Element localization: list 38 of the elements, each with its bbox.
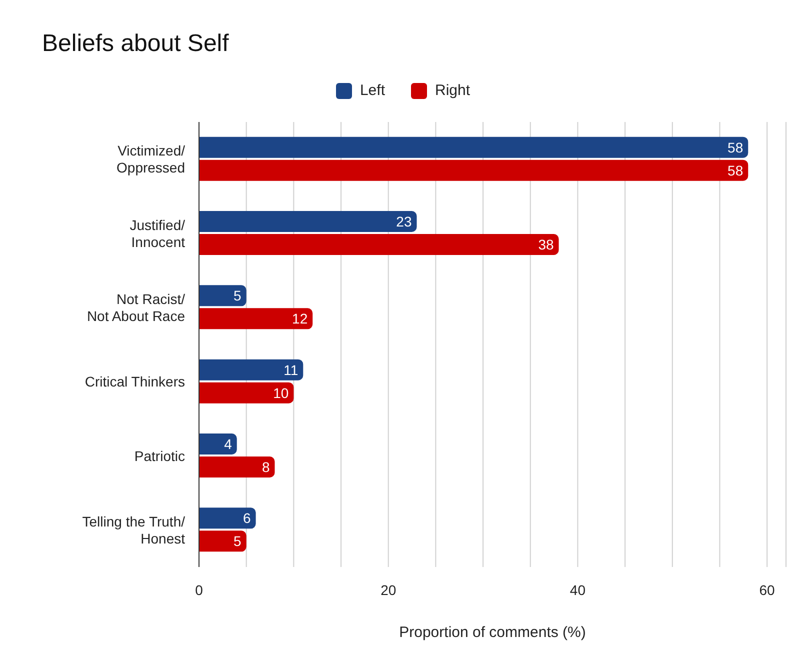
bar [199,160,748,181]
y-tick-label: Victimized/ Oppressed [116,142,186,176]
bar [199,456,275,478]
bar [199,136,748,158]
x-tick-label: 0 [195,582,204,598]
data-label: 8 [262,458,270,475]
data-label: 11 [284,362,298,378]
bar [199,434,237,454]
x-tick-label: 20 [380,582,396,598]
data-label: 23 [396,213,412,230]
data-label: 12 [292,310,308,327]
y-tick-label: Telling the Truth/ Honest [82,513,186,546]
x-axis-title: Proportion of comments (%) [399,624,586,641]
data-label: 58 [728,162,744,178]
data-label: 10 [273,384,289,401]
bar [199,508,256,529]
y-tick-label: Critical Thinkers [84,374,185,390]
bar [199,382,294,404]
y-tick-label: Not Racist/ Not About Race [86,290,186,324]
bar [199,359,304,380]
bar [199,530,246,552]
data-label: 5 [234,288,242,304]
chart-title: Beliefs about Self [42,30,229,58]
x-tick-label: 40 [570,582,586,598]
data-label: 6 [243,510,252,526]
data-label: 4 [224,436,232,452]
data-label: 58 [728,139,744,156]
bar [199,285,246,306]
data-label: 38 [538,236,554,252]
y-tick-label: Patriotic [134,448,185,464]
x-tick-label: 60 [759,582,776,598]
y-tick-label: Justified/ Innocent [130,216,186,250]
bar [199,234,559,255]
bar [199,308,313,330]
legend-label: Right [435,82,470,99]
bar [199,211,417,232]
data-label: 5 [234,533,242,550]
legend-label: Left [360,82,385,99]
